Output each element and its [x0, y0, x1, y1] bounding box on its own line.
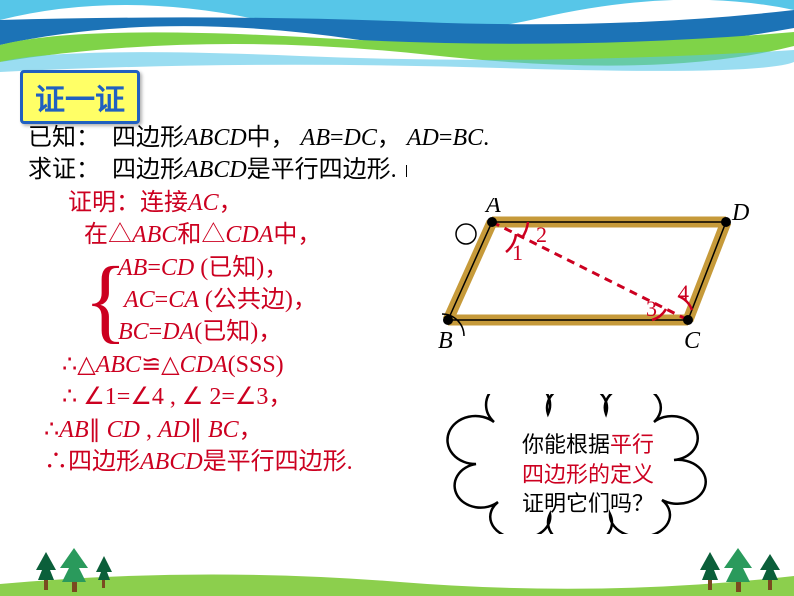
vertex-C: C: [684, 328, 701, 354]
vertex-B: B: [438, 328, 453, 354]
given-line: 已知： 四边形ABCD中， AB=DC， AD=BC.: [28, 122, 768, 154]
toprove-line: 求证： 四边形ABCD是平行四边形.: [28, 154, 768, 186]
parallelogram-diagram: A D C B 1 2 3 4: [430, 198, 770, 368]
cloud-text: 你能根据平行 四边形的定义 证明它们吗？: [460, 430, 716, 519]
bottom-scene: [0, 546, 794, 596]
left-brace: {: [84, 255, 127, 345]
vertex-D: D: [731, 200, 749, 226]
badge-text: 证一证: [35, 84, 125, 117]
angle-4: 4: [678, 280, 689, 305]
angle-1: 1: [512, 240, 523, 265]
angle-3: 3: [646, 296, 657, 321]
text-cursor: [403, 159, 413, 177]
vertex-A: A: [484, 198, 501, 218]
top-waves: [0, 0, 794, 80]
section-badge: 证一证: [20, 70, 140, 124]
angle-2: 2: [536, 222, 547, 247]
